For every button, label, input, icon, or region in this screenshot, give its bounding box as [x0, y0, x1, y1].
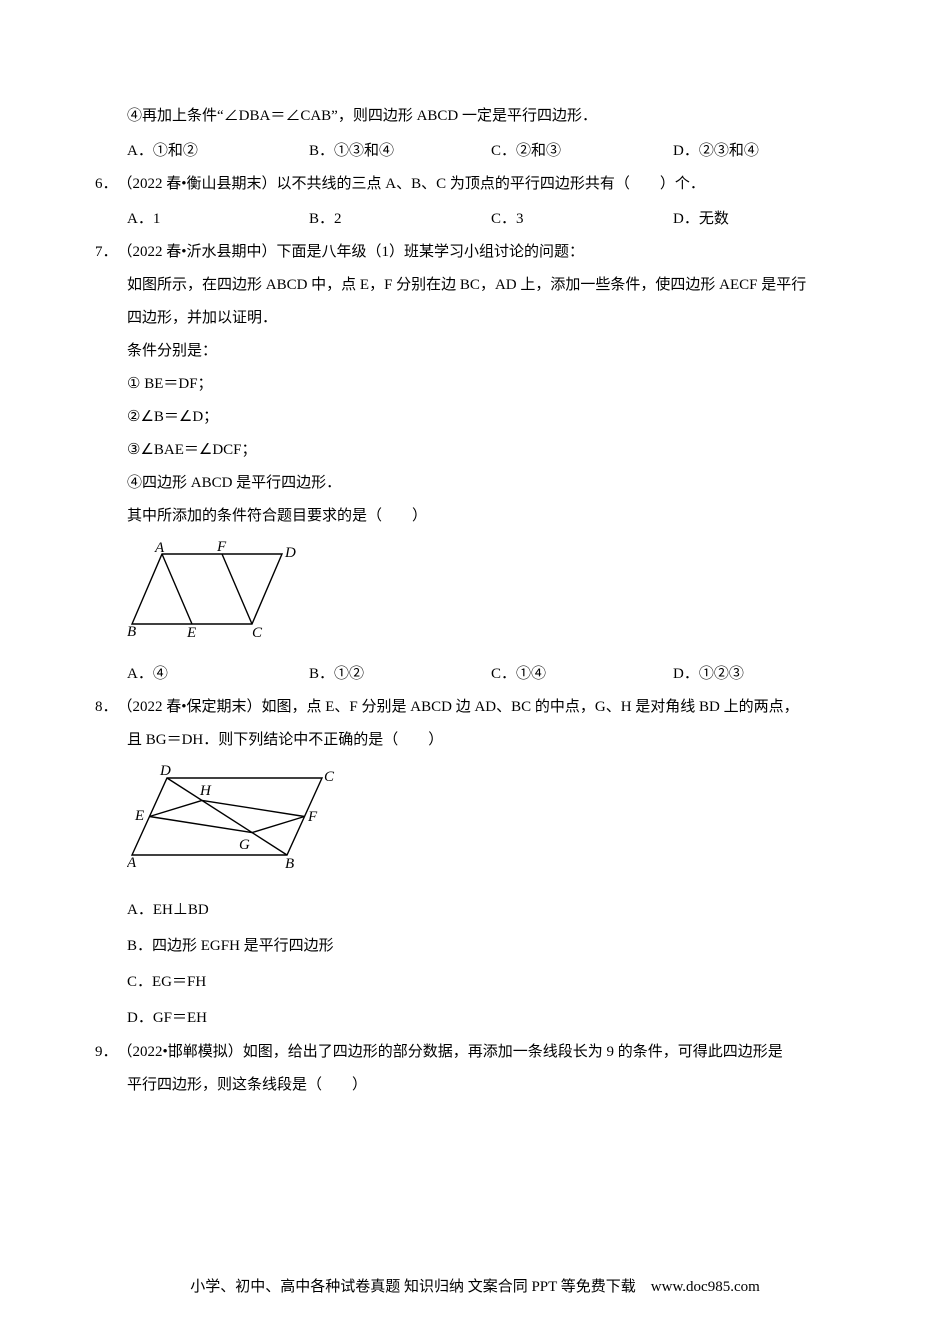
q9: 9． （2022•邯郸模拟）如图，给出了四边形的部分数据，再添加一条线段长为 9…	[95, 1036, 855, 1069]
line-fg	[252, 817, 305, 833]
q5-opt-a: A．①和②	[127, 135, 309, 168]
q8: 8． （2022 春•保定期末）如图，点 E、F 分别是 ABCD 边 AD、B…	[95, 691, 855, 724]
q7-cond2: ②∠B＝∠D；	[95, 401, 855, 434]
parallelogram-abcd	[132, 554, 282, 624]
line-ae	[162, 554, 192, 624]
label-d2: D	[159, 763, 171, 779]
label-f: F	[216, 539, 227, 555]
q5-opt-b: B．①③和④	[309, 135, 491, 168]
q9-line2: 平行四边形，则这条线段是（ ）	[95, 1069, 855, 1102]
q7-opt-b: B．①②	[309, 658, 491, 691]
label-a2: A	[127, 855, 137, 871]
q7-line1: （2022 春•沂水县期中）下面是八年级（1）班某学习小组讨论的问题：	[118, 236, 855, 269]
q5-opt-d: D．②③和④	[673, 135, 855, 168]
label-h2: H	[199, 783, 212, 799]
label-a: A	[154, 540, 165, 556]
label-e: E	[186, 625, 196, 639]
q6-opt-d: D．无数	[673, 203, 855, 236]
q6-opt-c: C．3	[491, 203, 673, 236]
q8-line1: （2022 春•保定期末）如图，点 E、F 分别是 ABCD 边 AD、BC 的…	[118, 691, 855, 724]
page-content: ④再加上条件“∠DBA＝∠CAB”，则四边形 ABCD 一定是平行四边形． A．…	[0, 0, 950, 1142]
q6-opt-a: A．1	[127, 203, 309, 236]
q7-opt-a: A．④	[127, 658, 309, 691]
q7-line3: 四边形，并加以证明．	[95, 302, 855, 335]
q5-condition-4: ④再加上条件“∠DBA＝∠CAB”，则四边形 ABCD 一定是平行四边形．	[95, 100, 855, 133]
label-f2: F	[307, 809, 318, 825]
label-b2: B	[285, 856, 294, 872]
line-eh	[150, 800, 203, 816]
q6: 6． （2022 春•衡山县期末）以不共线的三点 A、B、C 为顶点的平行四边形…	[95, 168, 855, 201]
q9-number: 9．	[95, 1036, 118, 1069]
q8-opt-a: A．EH⊥BD	[127, 892, 855, 928]
q7-number: 7．	[95, 236, 118, 269]
q7-opt-c: C．①④	[491, 658, 673, 691]
q8-figure: D C A B E F H G	[127, 763, 855, 886]
line-fh	[202, 800, 305, 816]
label-d: D	[284, 545, 296, 561]
q7-ask: 其中所添加的条件符合题目要求的是（ ）	[95, 500, 855, 533]
q5-cond4-text: ④再加上条件“∠DBA＝∠CAB”，则四边形 ABCD 一定是平行四边形．	[127, 108, 597, 124]
q6-text: （2022 春•衡山县期末）以不共线的三点 A、B、C 为顶点的平行四边形共有（…	[118, 168, 855, 201]
q8-opt-c: C．EG＝FH	[127, 964, 855, 1000]
q8-number: 8．	[95, 691, 118, 724]
q5-opt-c: C．②和③	[491, 135, 673, 168]
q7-cond1: ① BE＝DF；	[95, 368, 855, 401]
page-footer: 小学、初中、高中各种试卷真题 知识归纳 文案合同 PPT 等免费下载 www.d…	[0, 1275, 950, 1296]
q7-cond3: ③∠BAE＝∠DCF；	[95, 434, 855, 467]
q8-opt-b: B．四边形 EGFH 是平行四边形	[127, 928, 855, 964]
q8-opt-d: D．GF＝EH	[127, 1000, 855, 1036]
label-e2: E	[134, 808, 144, 824]
q7-options: A．④ B．①② C．①④ D．①②③	[95, 658, 855, 691]
q7: 7． （2022 春•沂水县期中）下面是八年级（1）班某学习小组讨论的问题：	[95, 236, 855, 269]
q5-options: A．①和② B．①③和④ C．②和③ D．②③和④	[95, 135, 855, 168]
q7-cond4: ④四边形 ABCD 是平行四边形．	[95, 467, 855, 500]
label-g2: G	[239, 837, 250, 853]
q7-line4: 条件分别是：	[95, 335, 855, 368]
q7-figure: A F D B E C	[127, 539, 855, 652]
label-b: B	[127, 624, 136, 639]
q7-opt-d: D．①②③	[673, 658, 855, 691]
q6-opt-b: B．2	[309, 203, 491, 236]
q6-number: 6．	[95, 168, 118, 201]
q9-line1: （2022•邯郸模拟）如图，给出了四边形的部分数据，再添加一条线段长为 9 的条…	[118, 1036, 855, 1069]
q6-options: A．1 B．2 C．3 D．无数	[95, 203, 855, 236]
q7-line2: 如图所示，在四边形 ABCD 中，点 E，F 分别在边 BC，AD 上，添加一些…	[95, 269, 855, 302]
line-eg-ext	[150, 817, 253, 833]
label-c2: C	[324, 769, 335, 785]
q8-options: A．EH⊥BD B．四边形 EGFH 是平行四边形 C．EG＝FH D．GF＝E…	[95, 892, 855, 1036]
q8-line2: 且 BG＝DH．则下列结论中不正确的是（ ）	[95, 724, 855, 757]
label-c: C	[252, 625, 263, 639]
line-fc	[222, 554, 252, 624]
diagonal-bd	[167, 778, 287, 855]
